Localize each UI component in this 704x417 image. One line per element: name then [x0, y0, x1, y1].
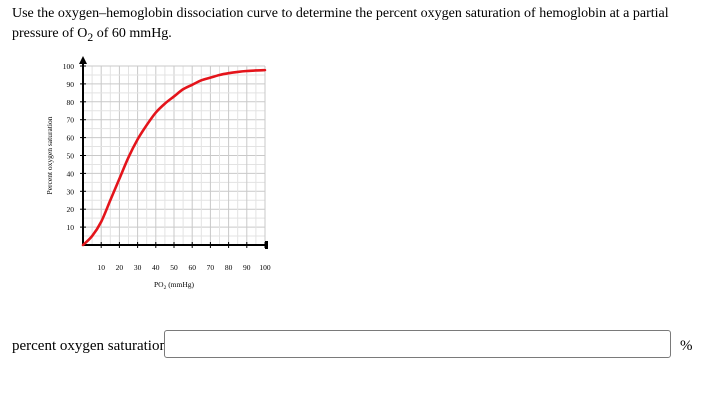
saturation-answer-input[interactable] [164, 330, 671, 358]
y-tick-label: 70 [67, 116, 75, 125]
y-tick-label: 90 [67, 80, 75, 89]
dissociation-curve [81, 68, 267, 247]
x-tick-label: 100 [259, 263, 271, 272]
y-tick-label: 60 [67, 134, 75, 143]
x-tick-label: 20 [116, 263, 124, 272]
y-tick-label: 30 [67, 187, 75, 196]
question-text-after: of 60 mmHg. [93, 26, 172, 41]
answer-label: percent oxygen saturation: [12, 338, 172, 354]
x-tick-label: 70 [207, 263, 215, 272]
y-tick-label: 20 [67, 205, 75, 214]
y-tick-label: 10 [67, 223, 75, 232]
x-tick-label: 60 [188, 263, 196, 272]
question-subscript: 2 [87, 30, 94, 44]
x-tick-label: 80 [225, 263, 233, 272]
y-axis-arrow [79, 56, 87, 64]
y-tick-label: 100 [63, 62, 75, 71]
x-tick-label: 30 [134, 263, 142, 272]
y-tick-label: 40 [67, 169, 75, 178]
question-text-before: Use the oxygen–hemoglobin dissociation c… [12, 6, 669, 41]
x-axis-cap [265, 241, 268, 249]
question-text: Use the oxygen–hemoglobin dissociation c… [12, 4, 696, 48]
x-tick-label: 10 [97, 263, 105, 272]
x-tick-label: 90 [243, 263, 251, 272]
oxygen-dissociation-chart: 10 20 30 40 50 60 70 80 90 100 10 20 30 40 50 60 70 80 90 1… [45, 56, 271, 291]
y-axis-label: Percent oxygen saturation [45, 116, 54, 194]
y-tick-label: 80 [67, 98, 75, 107]
percent-unit-label: % [680, 338, 693, 354]
x-axis-label: PO2 (mmHg) [154, 280, 195, 291]
y-tick-label: 50 [67, 152, 75, 161]
x-tick-label: 40 [152, 263, 160, 272]
x-tick-label: 50 [170, 263, 178, 272]
